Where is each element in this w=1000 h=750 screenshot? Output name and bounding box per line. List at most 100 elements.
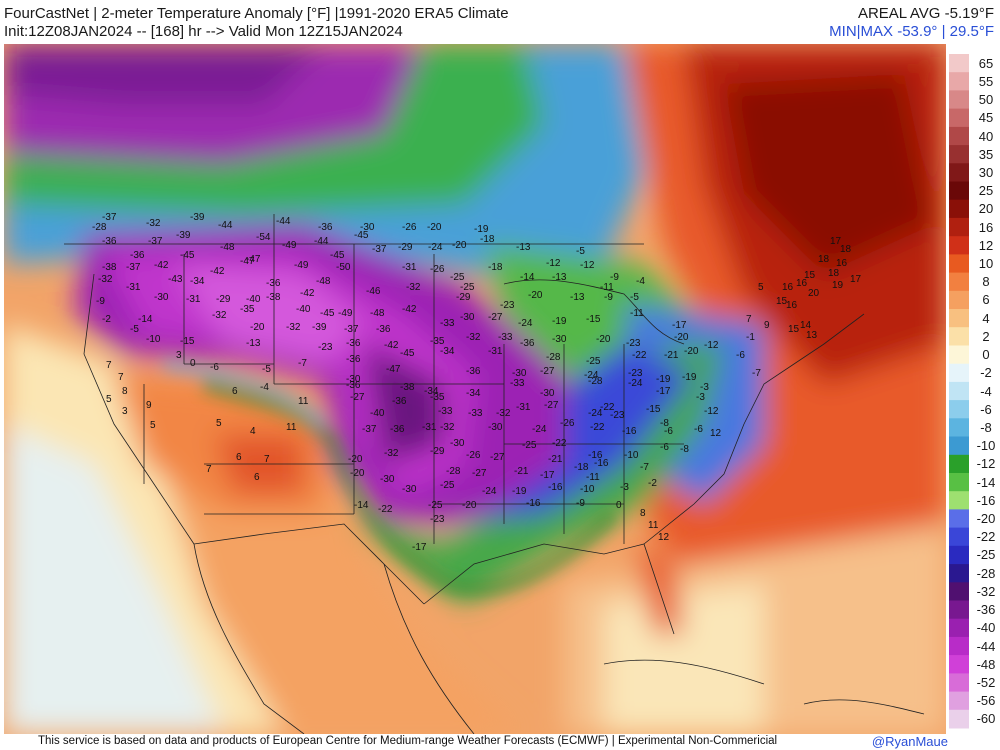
anomaly-value: -25 [460,282,475,293]
anomaly-value: -20 [348,454,363,465]
anomaly-value: -13 [516,242,531,253]
anomaly-value: -6 [660,442,669,453]
anomaly-value: 3 [122,406,128,417]
anomaly-value: -14 [138,314,153,325]
anomaly-value: -2 [648,478,657,489]
anomaly-value: 16 [782,282,794,293]
anomaly-value: -16 [622,426,637,437]
anomaly-value: -24 [628,378,643,389]
colorbar-tick-label: -52 [976,675,996,690]
colorbar-swatch [949,381,969,401]
anomaly-value: -45 [320,308,335,319]
colorbar-swatch [949,181,969,201]
anomaly-value: -37 [372,244,387,255]
anomaly-value: -20 [452,240,467,251]
anomaly-value: -31 [126,282,141,293]
colorbar-tick-label: 45 [978,110,994,126]
anomaly-value: -45 [330,250,345,261]
anomaly-value: -21 [664,350,679,361]
anomaly-value: -30 [380,474,395,485]
colorbar-tick-label: 0 [982,347,990,363]
anomaly-value: -50 [336,262,351,273]
anomaly-value: -35 [430,336,445,347]
colorbar-swatch [949,309,969,328]
anomaly-value: -8 [680,444,689,455]
anomaly-value: -36 [466,366,481,377]
anomaly-value: 0 [190,358,196,369]
anomaly-value: -32 [466,332,481,343]
anomaly-value: -45 [400,348,415,359]
anomaly-value: -17 [540,470,555,481]
anomaly-value: 4 [250,426,256,437]
anomaly-value: -17 [412,542,427,553]
anomaly-value: -30 [402,484,417,495]
anomaly-value: -36 [390,424,405,435]
map-title: FourCastNet | 2-meter Temperature Anomal… [4,5,509,22]
anomaly-value: -33 [440,318,455,329]
anomaly-value: -36 [392,396,407,407]
anomaly-value: -33 [468,408,483,419]
anomaly-value: -23 [626,338,641,349]
anomaly-value: -29 [456,292,471,303]
author-credit: @RyanMaue [871,734,948,749]
anomaly-value: -19 [474,224,489,235]
colorbar-swatch [949,600,969,620]
anomaly-value: -16 [526,498,541,509]
anomaly-value: -34 [440,346,455,357]
anomaly-value: 7 [206,464,212,475]
boundary-lines [64,214,925,734]
colorbar-swatch [949,90,969,110]
colorbar-swatch [949,673,969,693]
anomaly-value: -22 [590,422,605,433]
colorbar-tick-label: -32 [976,583,996,599]
anomaly-value: -40 [370,408,385,419]
anomaly-value: -36 [266,278,281,289]
anomaly-value: -30 [450,438,465,449]
anomaly-value: 15 [776,296,788,307]
anomaly-value: -25 [586,356,601,367]
colorbar-swatch [949,636,969,656]
anomaly-value: -32 [384,448,399,459]
anomaly-value: 15 [804,270,816,281]
colorbar-tick-label: -56 [976,693,996,709]
anomaly-map: -37 -32 -39 -44 -44 -36 -30 -26 -20 -19 -28 -36 -37-… [4,44,946,734]
anomaly-value: 5 [150,420,156,431]
anomaly-value: -9 [96,296,105,307]
anomaly-value: -16 [594,458,609,469]
colorbar-swatches [949,54,969,729]
anomaly-value: -10 [146,334,161,345]
anomaly-value: -24 [518,318,533,329]
anomaly-value: -42 [154,260,169,271]
anomaly-value: -5 [576,246,585,257]
anomaly-value: 9 [146,400,152,411]
anomaly-value: -48 [220,242,235,253]
anomaly-value: 16 [836,258,848,269]
anomaly-value: -24 [588,408,603,419]
temperature-colorbar: 65 55 50 45 40 35 30 25 20 16 12 10 8 6 4 2 0 -2 -4 -6 -8 -10… [946,44,1000,734]
anomaly-value: -26 [430,264,445,275]
colorbar-tick-label: 25 [978,183,994,199]
anomaly-value: -28 [92,222,107,233]
anomaly-value: -27 [540,366,555,377]
anomaly-value-labels: -37-32-39-44 -44-36 -30 -26 -20 -19-28-36 -37-… [92,212,862,553]
colorbar-tick-label: 50 [978,92,994,107]
colorbar-tick-label: 8 [982,274,990,290]
anomaly-value: -45 [180,250,195,261]
anomaly-value: 11 [286,422,297,433]
colorbar-swatch [949,691,969,711]
anomaly-value: -30 [346,374,361,385]
anomaly-value: 16 [786,300,798,311]
anomaly-value: -34 [190,276,205,287]
anomaly-value: 18 [840,244,852,255]
anomaly-value: 16 [796,278,808,289]
anomaly-value: -22 [552,438,567,449]
anomaly-value: 7 [106,360,112,371]
anomaly-value: -36 [346,380,361,391]
anomaly-value: -32 [98,274,113,285]
anomaly-value: -28 [546,352,561,363]
colorbar-tick-label: -6 [980,401,992,417]
anomaly-value: -18 [488,262,503,273]
anomaly-value: -11 [600,282,614,293]
anomaly-value: -14 [520,272,535,283]
colorbar-swatch [949,436,969,456]
